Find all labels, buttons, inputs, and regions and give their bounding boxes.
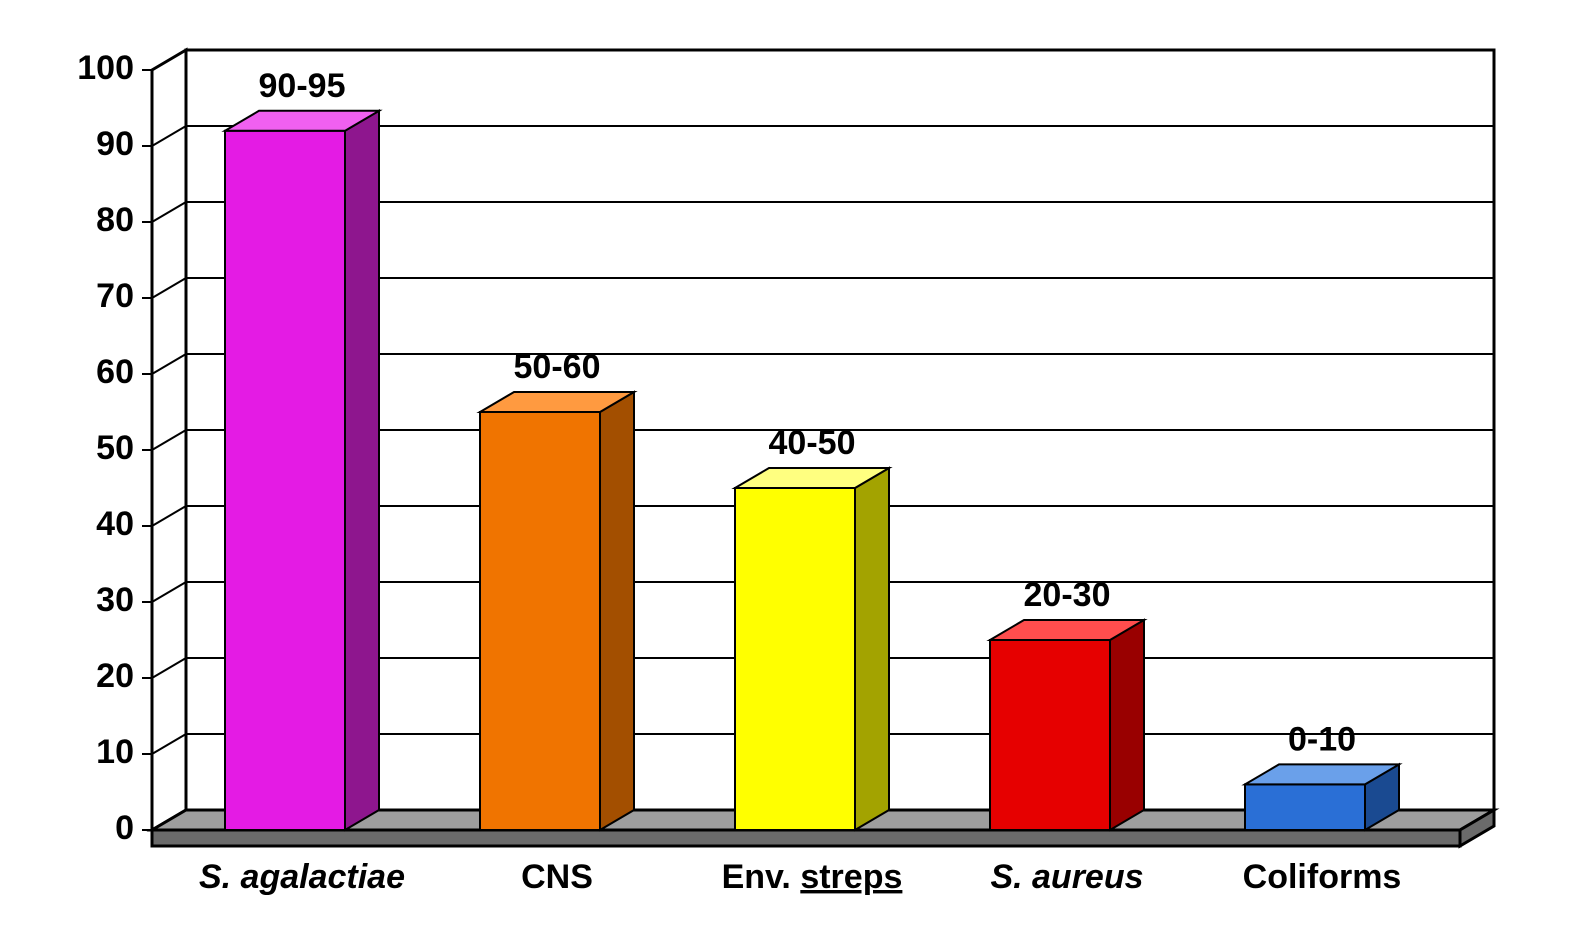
bar-value-label: 20-30 bbox=[1024, 576, 1111, 614]
bar-chart-3d: 0 10 20 30 40 50 60 70 80 90 100 90-95 S. agalactiae… bbox=[0, 0, 1582, 944]
bar-value-label: 50-60 bbox=[514, 348, 601, 386]
x-category-label: Env. streps bbox=[722, 858, 903, 896]
bar-front bbox=[735, 488, 855, 830]
x-category-label: Coliforms bbox=[1243, 858, 1402, 896]
chart-svg: 0 10 20 30 40 50 60 70 80 90 100 90-95 S. agalactiae… bbox=[0, 0, 1582, 944]
bar-value-label: 90-95 bbox=[259, 67, 346, 105]
ytick-label: 60 bbox=[96, 353, 134, 391]
bar-value-label: 40-50 bbox=[769, 424, 856, 462]
ytick-label: 30 bbox=[96, 581, 134, 619]
bar-front bbox=[480, 412, 600, 830]
ytick-label: 0 bbox=[115, 809, 134, 847]
ytick-label: 10 bbox=[96, 733, 134, 771]
floor-front-strip bbox=[152, 830, 1460, 846]
ytick-label: 50 bbox=[96, 429, 134, 467]
bar-side bbox=[600, 392, 634, 830]
ytick-label: 40 bbox=[96, 505, 134, 543]
ytick-label: 90 bbox=[96, 125, 134, 163]
x-category-label: CNS bbox=[521, 858, 593, 896]
bar-front bbox=[990, 640, 1110, 830]
bar-front bbox=[1245, 784, 1365, 830]
ytick-label: 70 bbox=[96, 277, 134, 315]
bar-front bbox=[225, 131, 345, 830]
x-category-label: S. aureus bbox=[990, 858, 1143, 896]
bar-value-label: 0-10 bbox=[1288, 720, 1356, 758]
ytick-label: 100 bbox=[77, 49, 134, 87]
ytick-label: 20 bbox=[96, 657, 134, 695]
bar-side bbox=[345, 111, 379, 830]
ytick-label: 80 bbox=[96, 201, 134, 239]
bar-side bbox=[855, 468, 889, 830]
x-category-label: S. agalactiae bbox=[199, 858, 405, 896]
bar-side bbox=[1110, 620, 1144, 830]
